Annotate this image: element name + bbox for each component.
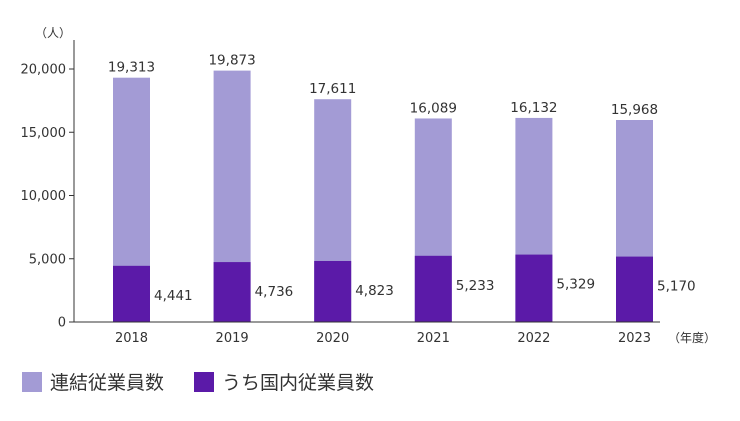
y-tick-label: 5,000 — [29, 252, 66, 267]
x-tick-label: 2021 — [417, 331, 450, 346]
y-axis: 0 5,000 10,000 15,000 20,000 — [21, 40, 75, 331]
bar-domestic — [515, 254, 553, 322]
value-label-domestic: 4,441 — [154, 288, 193, 304]
legend-swatch-domestic — [194, 371, 215, 392]
bars: 19,313 4,441 19,873 4,736 17,611 4,823 16,089 5… — [108, 53, 696, 323]
bar-domestic — [213, 262, 251, 322]
bar-domestic — [113, 265, 150, 322]
x-tick-label: 2023 — [618, 331, 651, 346]
legend-item-domestic: うち国内従業員数 — [194, 368, 374, 395]
bar-domestic — [414, 255, 452, 322]
x-tick-label: 2022 — [517, 331, 550, 346]
legend: 連結従業員数 うち国内従業員数 — [22, 368, 374, 395]
legend-swatch-consolidated — [22, 371, 42, 392]
x-axis-unit-label: （年度） — [668, 330, 716, 345]
y-tick-label: 20,000 — [21, 63, 67, 78]
value-label-consolidated: 19,313 — [108, 60, 155, 76]
legend-item-consolidated: 連結従業員数 — [22, 368, 164, 395]
value-label-domestic: 4,736 — [255, 284, 294, 300]
value-label-domestic: 5,233 — [456, 278, 495, 294]
value-label-consolidated: 15,968 — [611, 102, 658, 118]
value-label-consolidated: 19,873 — [208, 53, 255, 69]
x-axis: 2018 2019 2020 2021 2022 2023 — [74, 321, 660, 346]
legend-label-domestic: うち国内従業員数 — [222, 372, 375, 394]
bar-domestic — [616, 256, 653, 322]
y-tick-label: 15,000 — [21, 126, 67, 141]
value-label-consolidated: 16,132 — [510, 100, 557, 116]
bar-domestic — [314, 260, 352, 322]
y-tick-label: 0 — [58, 316, 66, 331]
value-label-domestic: 5,329 — [556, 277, 595, 293]
legend-label-consolidated: 連結従業員数 — [50, 372, 165, 394]
x-tick-label: 2019 — [216, 331, 249, 346]
y-axis-unit-label: （人） — [35, 26, 71, 40]
x-tick-label: 2020 — [316, 331, 349, 346]
value-label-consolidated: 16,089 — [410, 100, 457, 116]
value-label-domestic: 5,170 — [657, 279, 696, 295]
x-tick-label: 2018 — [115, 331, 148, 346]
value-label-domestic: 4,823 — [355, 283, 394, 299]
y-tick-label: 10,000 — [21, 189, 67, 204]
value-label-consolidated: 17,611 — [309, 81, 356, 97]
